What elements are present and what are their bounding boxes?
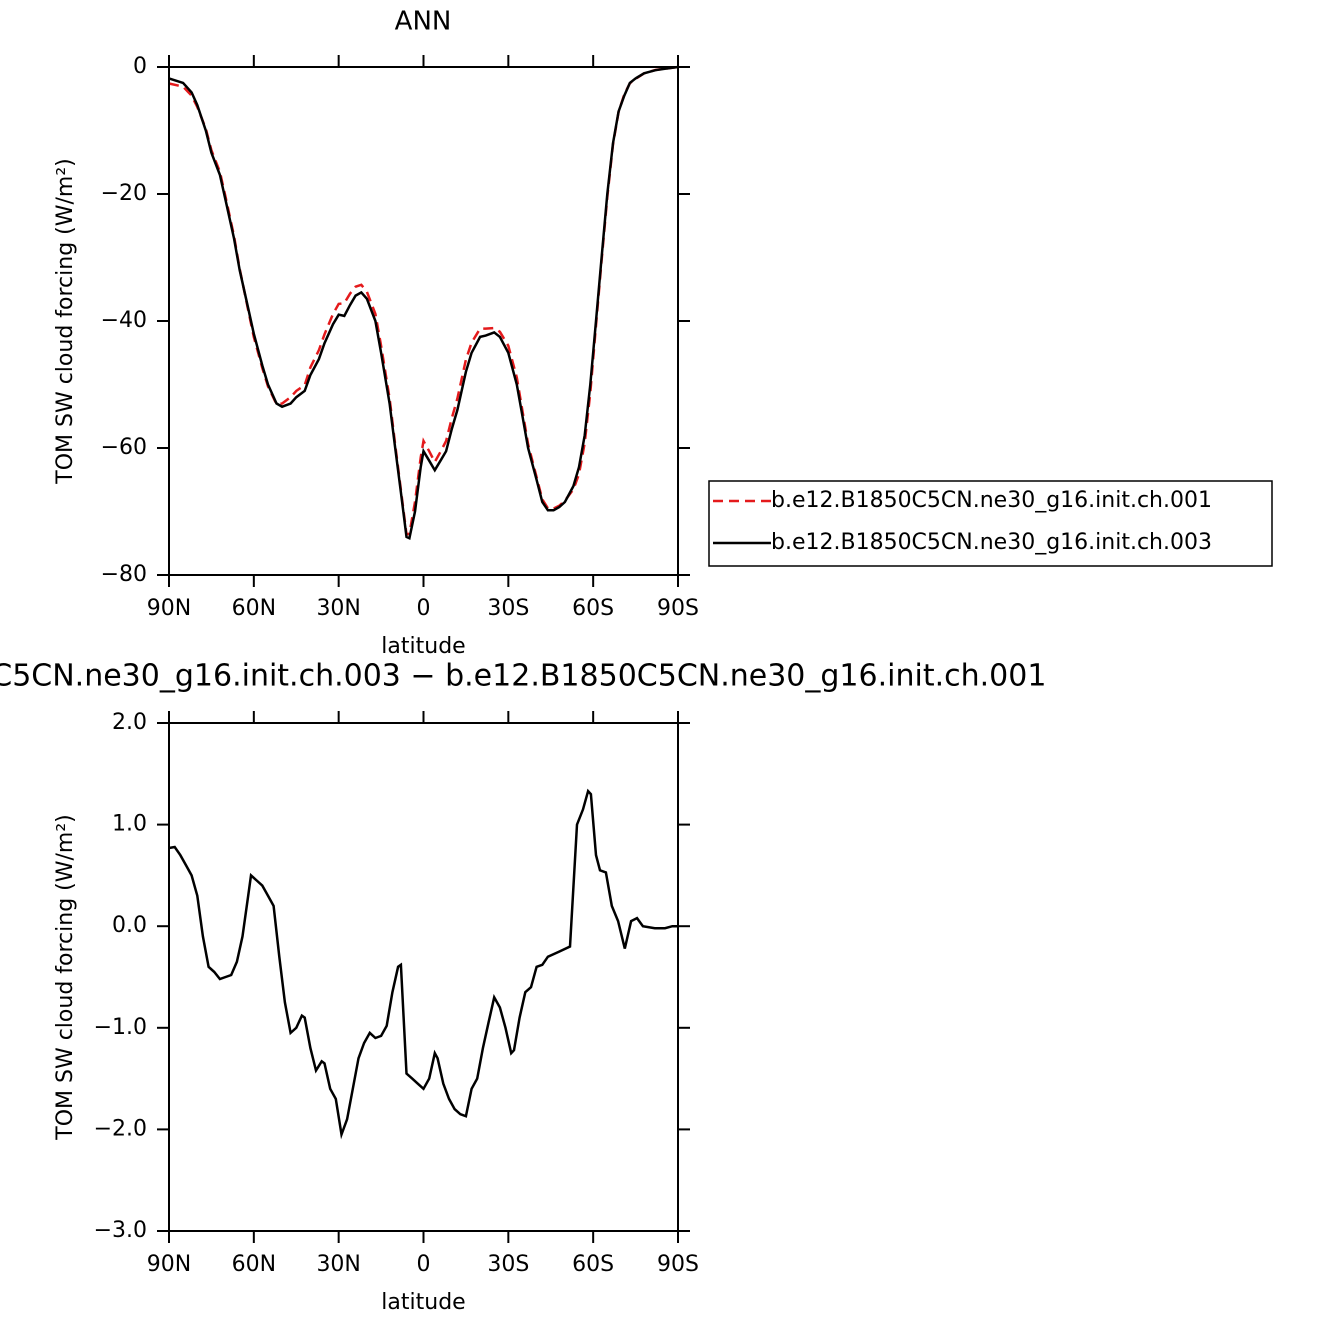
x-tick-label: 30N (316, 596, 360, 621)
x-tick-label: 90S (657, 1252, 699, 1277)
y-tick-label: 2.0 (112, 710, 147, 735)
y-tick-label: −1.0 (94, 1015, 147, 1040)
y-axis-label: TOM SW cloud forcing (W/m²) (53, 158, 78, 484)
data-line (168, 65, 679, 540)
x-tick-label: 60S (572, 1252, 614, 1277)
x-axis-label: latitude (381, 634, 465, 659)
data-line (168, 788, 678, 1140)
y-axis-label: TOM SW cloud forcing (W/m²) (53, 814, 78, 1140)
legend-label: b.e12.B1850C5CN.ne30_g16.init.ch.003 (771, 530, 1212, 555)
plot-frame (168, 722, 679, 1232)
y-tick-label: −80 (101, 562, 147, 587)
legend-label: b.e12.B1850C5CN.ne30_g16.init.ch.001 (771, 488, 1212, 513)
x-tick-label: 60N (232, 596, 276, 621)
y-tick-label: −3.0 (94, 1218, 147, 1243)
y-tick-label: −20 (101, 181, 147, 206)
x-tick-label: 30S (487, 1252, 529, 1277)
x-tick-label: 0 (417, 596, 431, 621)
x-axis-label: latitude (381, 1290, 465, 1315)
x-tick-label: 30N (316, 1252, 360, 1277)
y-tick-label: −60 (101, 435, 147, 460)
y-tick-label: −40 (101, 308, 147, 333)
y-tick-label: 0 (133, 54, 147, 79)
title: ANN (395, 7, 452, 37)
plot-frame (168, 66, 679, 576)
y-tick-label: 0.0 (112, 913, 147, 938)
x-tick-label: 60N (232, 1252, 276, 1277)
x-tick-label: 30S (487, 596, 529, 621)
x-tick-label: 90N (147, 596, 191, 621)
legend-box (708, 480, 1273, 567)
x-tick-label: 60S (572, 596, 614, 621)
x-tick-label: 90S (657, 596, 699, 621)
y-tick-label: −2.0 (94, 1116, 147, 1141)
x-tick-label: 0 (417, 1252, 431, 1277)
y-tick-label: 1.0 (112, 812, 147, 837)
title: b.e12.B1850C5CN.ne30_g16.init.ch.003 − b… (0, 659, 1046, 694)
x-tick-label: 90N (147, 1252, 191, 1277)
